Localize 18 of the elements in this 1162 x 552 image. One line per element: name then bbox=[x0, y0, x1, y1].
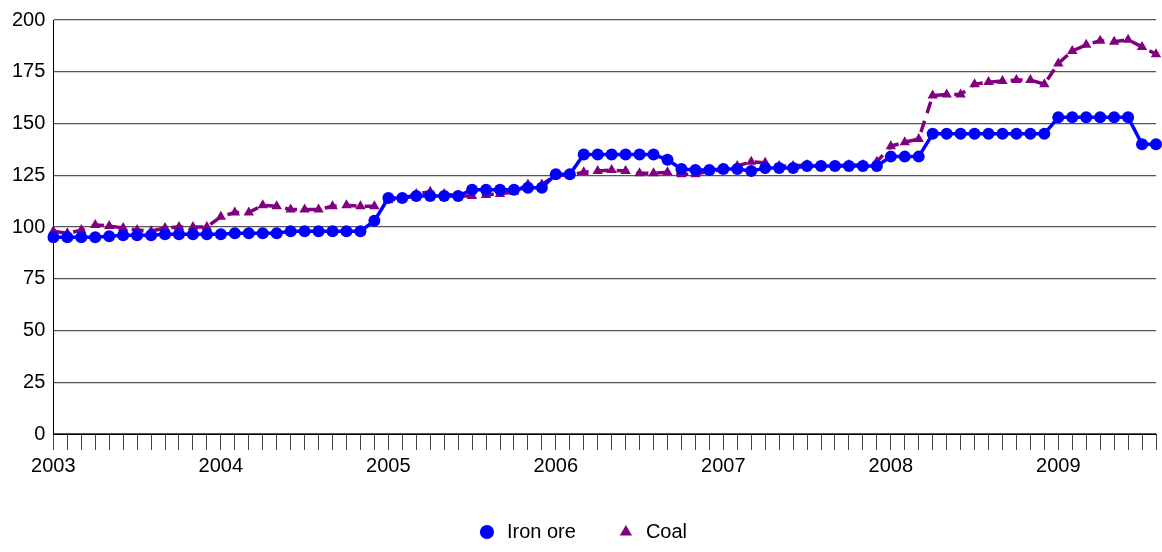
y-tick-label: 25 bbox=[23, 369, 46, 392]
x-tick-label: 2004 bbox=[198, 453, 244, 476]
y-tick-label: 175 bbox=[11, 59, 46, 82]
legend-label: Coal bbox=[645, 519, 688, 542]
x-tick-label: 2008 bbox=[868, 453, 914, 476]
x-tick-label: 2003 bbox=[31, 453, 76, 476]
y-tick-label: 50 bbox=[23, 318, 46, 341]
y-tick-label: 150 bbox=[11, 111, 46, 134]
y-tick-label: 0 bbox=[34, 421, 46, 444]
y-tick-label: 75 bbox=[23, 266, 46, 289]
x-tick-label: 2007 bbox=[701, 453, 746, 476]
legend-label: Iron ore bbox=[506, 519, 576, 542]
x-tick-label: 2006 bbox=[533, 453, 579, 476]
y-tick-label: 125 bbox=[11, 162, 46, 185]
y-tick-label: 200 bbox=[11, 7, 46, 30]
x-tick-label: 2009 bbox=[1036, 453, 1081, 476]
x-tick-label: 2005 bbox=[366, 453, 411, 476]
y-tick-label: 100 bbox=[11, 214, 46, 237]
